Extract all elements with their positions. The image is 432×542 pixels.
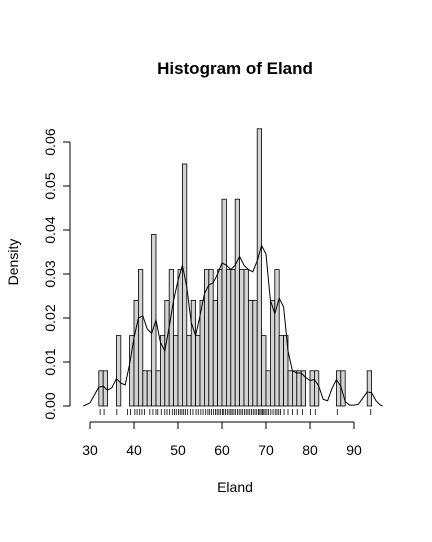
histogram-bar [247, 299, 254, 407]
x-axis: 30 40 50 60 70 80 90 [82, 421, 362, 458]
histogram-bar [256, 128, 263, 407]
histogram-bar [208, 269, 214, 407]
histogram-bar [190, 299, 196, 407]
y-tick-label: 0.01 [42, 348, 58, 375]
x-tick-label: 90 [346, 442, 362, 458]
histogram-bar [234, 198, 240, 407]
histogram-bar [287, 370, 293, 407]
y-tick-label: 0.05 [42, 172, 58, 199]
histogram-bar [243, 269, 249, 407]
histogram-bar [98, 370, 104, 407]
histogram-bar [151, 233, 157, 407]
histogram-bars [98, 128, 373, 407]
histogram-bar [274, 269, 280, 407]
histogram-bar [366, 370, 373, 407]
histogram-bar [309, 370, 315, 407]
histogram-bar [278, 335, 285, 407]
histogram-bar [252, 299, 258, 407]
histogram-bar [137, 269, 144, 407]
x-tick-label: 30 [82, 442, 98, 458]
histogram-bar [340, 370, 346, 407]
x-tick-label: 60 [214, 442, 230, 458]
y-tick-label: 0.00 [42, 392, 58, 419]
y-tick-label: 0.06 [42, 128, 58, 155]
x-tick-label: 80 [302, 442, 318, 458]
y-axis: 0.00 0.01 0.02 0.03 0.04 0.05 0.06 [42, 128, 71, 420]
histogram-bar [133, 299, 139, 407]
histogram-bar [129, 335, 135, 407]
histogram-bar [239, 269, 245, 407]
y-axis-label: Density [5, 239, 21, 286]
histogram-bar [296, 370, 302, 407]
histogram-bar [195, 335, 201, 407]
histogram-bar [221, 198, 227, 407]
histogram-bar [142, 370, 148, 407]
histogram-bar [168, 269, 174, 407]
histogram-bar [212, 299, 218, 407]
histogram-bar [173, 335, 179, 407]
x-tick-label: 70 [258, 442, 274, 458]
histogram-bar [116, 335, 122, 407]
histogram-bar [186, 335, 192, 407]
histogram-bar [313, 370, 320, 407]
histogram-bar [217, 269, 223, 407]
density-curve [83, 244, 383, 407]
histogram-bar [261, 335, 267, 407]
histogram-bar [269, 299, 276, 407]
histogram-bar [291, 370, 298, 407]
histogram-bar [164, 299, 170, 407]
histogram-bar [199, 299, 205, 407]
histogram-bar [146, 370, 152, 407]
histogram-bar [177, 269, 183, 407]
rug-marks [99, 409, 372, 415]
histogram-bar [155, 370, 161, 407]
x-tick-label: 40 [126, 442, 142, 458]
histogram-bar [335, 370, 342, 407]
histogram-bar [230, 269, 236, 407]
x-tick-label: 50 [170, 442, 186, 458]
y-tick-label: 0.03 [42, 260, 58, 287]
histogram-bar [225, 269, 232, 407]
x-axis-label: Eland [217, 479, 253, 495]
chart-title: Histogram of Eland [157, 59, 313, 78]
histogram-bar [265, 370, 271, 407]
y-tick-label: 0.04 [42, 216, 58, 243]
y-tick-label: 0.02 [42, 304, 58, 331]
histogram-bar [300, 370, 307, 407]
